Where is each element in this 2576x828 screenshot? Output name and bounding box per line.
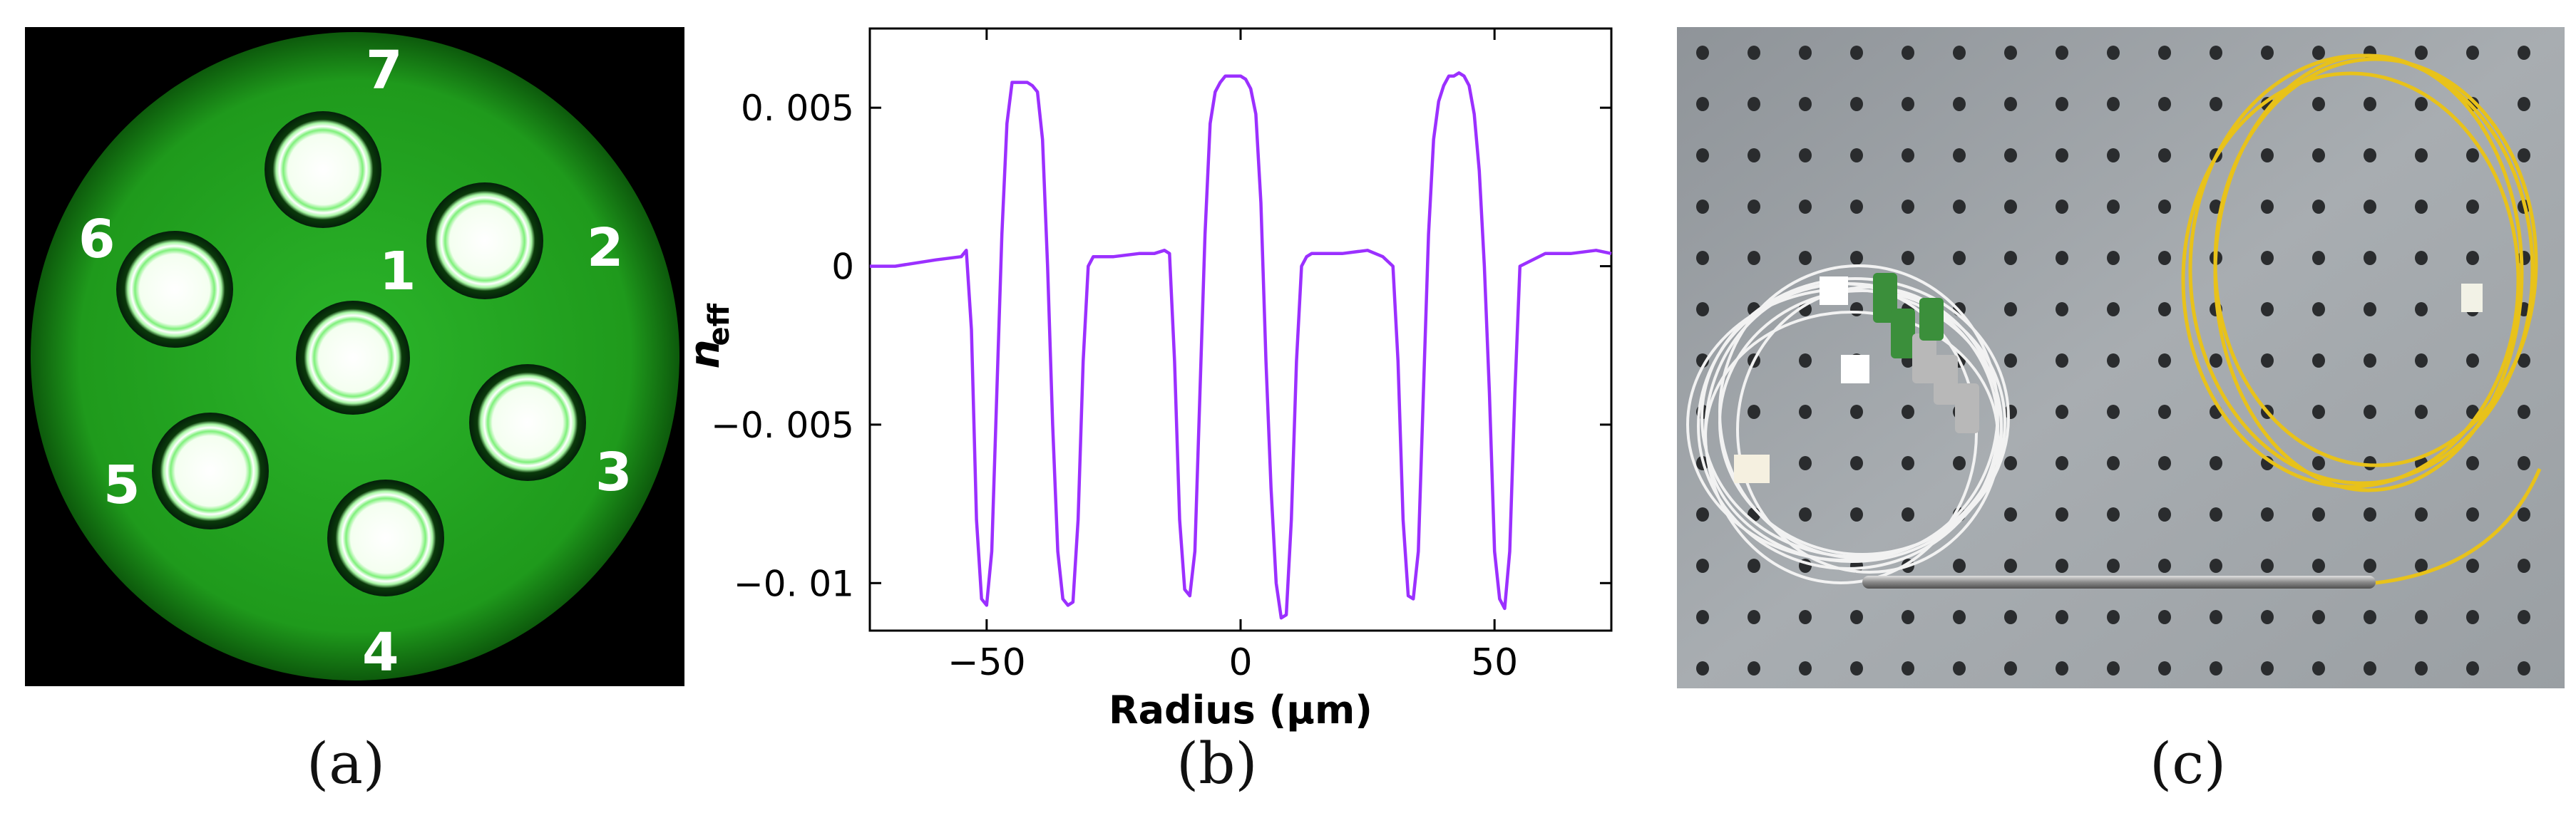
series-line-neff bbox=[870, 71, 1612, 620]
y-axis-label-main: n bbox=[684, 339, 729, 368]
x-tick-label: 0 bbox=[1228, 641, 1252, 684]
core-label-7: 7 bbox=[366, 40, 403, 101]
core-label-5: 5 bbox=[103, 455, 140, 516]
panel-c-device-photo bbox=[1677, 27, 2565, 688]
plot-frame bbox=[868, 27, 1613, 632]
caption-c: (c) bbox=[2150, 730, 2227, 797]
fiber-connectors bbox=[1734, 273, 1979, 483]
white-fiber-bundle bbox=[1686, 264, 2010, 584]
caption-b: (b) bbox=[1176, 730, 1258, 797]
core-5 bbox=[152, 413, 269, 529]
y-tick-label: −0. 01 bbox=[734, 563, 854, 604]
x-axis-label: Radius (μm) bbox=[1109, 688, 1372, 733]
steel-tube bbox=[1862, 576, 2376, 589]
coil-tie bbox=[2461, 284, 2483, 312]
core-6 bbox=[116, 231, 233, 348]
y-tick-label: −0. 005 bbox=[711, 405, 854, 446]
y-axis-label: n eff bbox=[680, 303, 736, 368]
yellow-fiber-coil bbox=[2181, 53, 2542, 585]
fiber-cross-section-image: 1 2 3 4 5 6 7 bbox=[25, 27, 684, 686]
core-7 bbox=[265, 111, 381, 228]
core-label-6: 6 bbox=[78, 209, 116, 270]
core-label-2: 2 bbox=[587, 217, 624, 279]
y-tick-label: 0. 005 bbox=[741, 88, 854, 129]
optical-table-holes bbox=[1677, 27, 2565, 688]
y-tick-label: 0 bbox=[831, 247, 854, 288]
x-tick-label: 50 bbox=[1471, 641, 1518, 684]
panel-a-fiber-cross-section: 1 2 3 4 5 6 7 bbox=[25, 27, 684, 686]
core-label-3: 3 bbox=[595, 442, 632, 503]
core-label-1: 1 bbox=[379, 241, 416, 302]
core-4 bbox=[327, 480, 444, 596]
panel-b-index-profile-chart: −50 0 50 0. 005 0 −0. 005 −0. 01 Radius (μm) … bbox=[680, 0, 1668, 825]
caption-a: (a) bbox=[307, 730, 386, 797]
core-2 bbox=[426, 182, 543, 299]
device-photo-image bbox=[1677, 27, 2565, 688]
core-3 bbox=[469, 364, 586, 481]
core-1 bbox=[296, 301, 410, 415]
core-label-4: 4 bbox=[362, 622, 399, 683]
y-axis-label-subscript: eff bbox=[703, 303, 736, 346]
x-tick-label: −50 bbox=[948, 641, 1026, 684]
